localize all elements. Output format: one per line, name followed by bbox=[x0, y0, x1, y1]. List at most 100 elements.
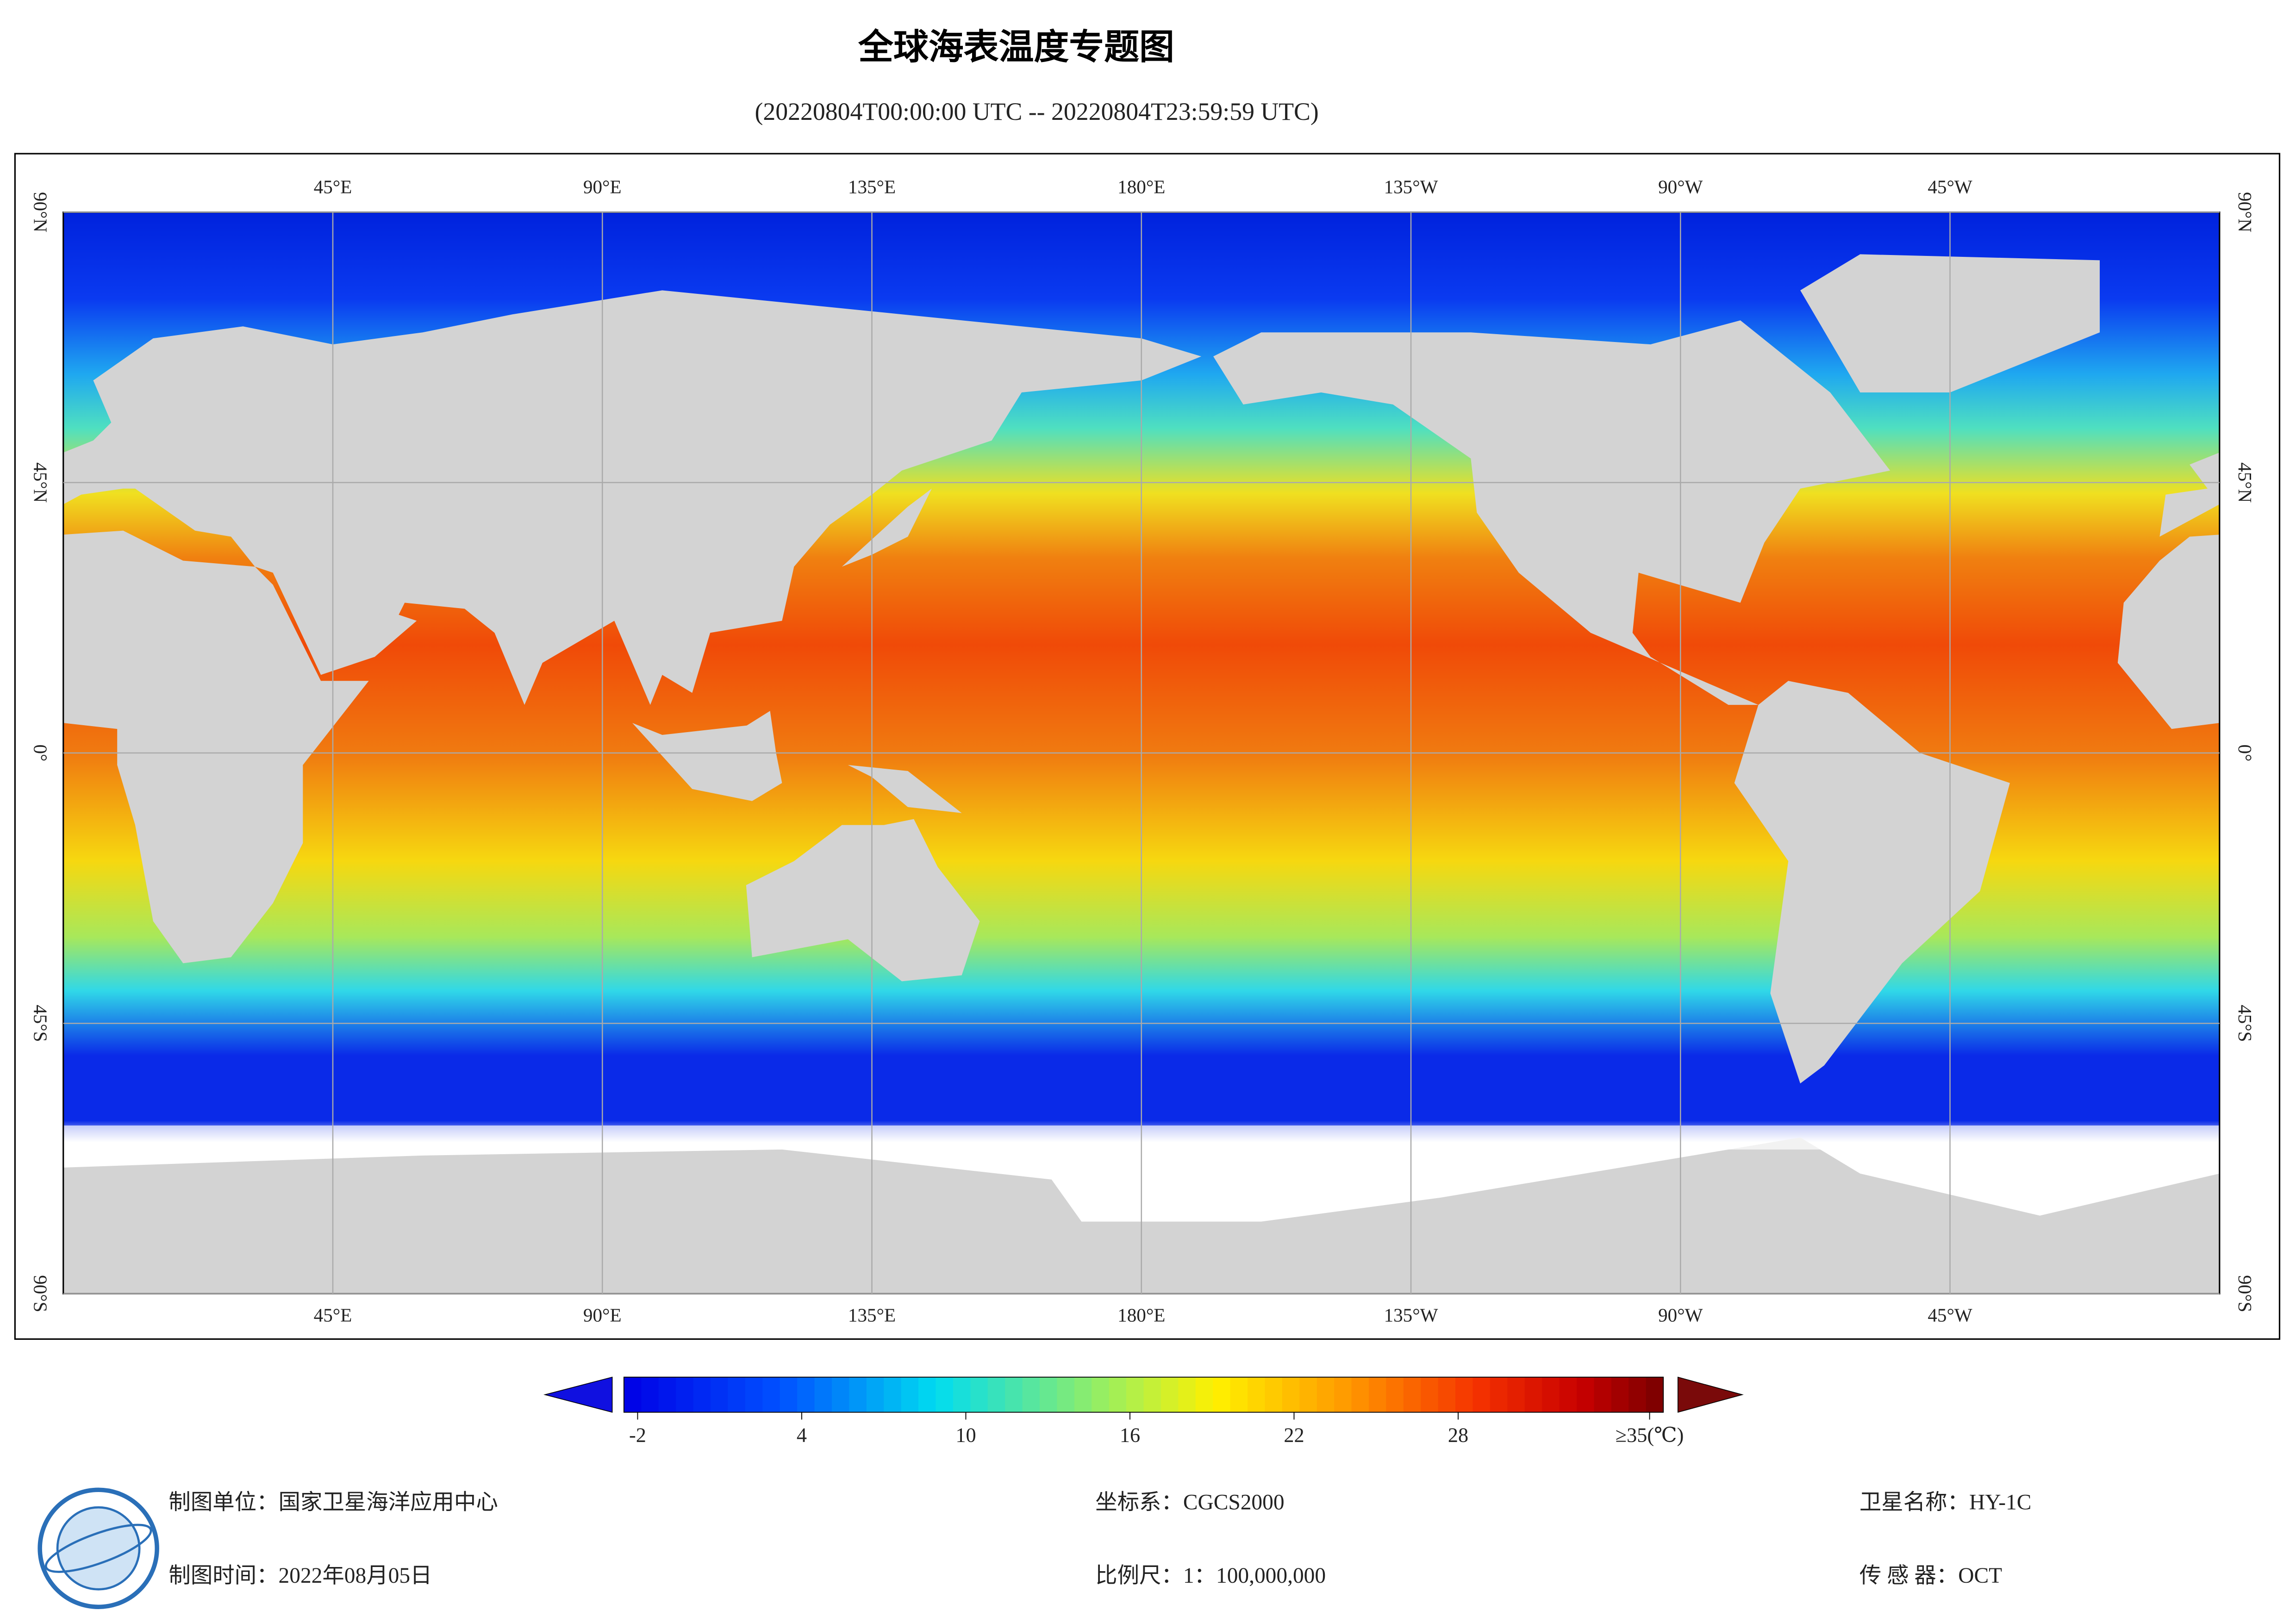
colorbar-cell bbox=[884, 1377, 902, 1412]
colorbar-cell bbox=[1594, 1377, 1612, 1412]
colorbar-cell bbox=[1057, 1377, 1075, 1412]
lat-label-right: 45°N bbox=[2234, 462, 2256, 503]
logo bbox=[37, 1487, 159, 1609]
land bbox=[2117, 535, 2220, 729]
colorbar-cell bbox=[1282, 1377, 1300, 1412]
colorbar-cell bbox=[1092, 1377, 1110, 1412]
colorbar-cell bbox=[1577, 1377, 1595, 1412]
colorbar-label: -2 bbox=[629, 1424, 646, 1447]
lat-label-left: 90°S bbox=[30, 1275, 51, 1312]
colorbar-cell bbox=[953, 1377, 971, 1412]
lon-label-top: 45°W bbox=[1928, 176, 1972, 197]
lon-label-bottom: 90°W bbox=[1658, 1305, 1703, 1326]
colorbar: -2 4 10 16 22 28 ≥35(℃) bbox=[543, 1376, 1744, 1447]
colorbar-label: 4 bbox=[797, 1424, 807, 1447]
colorbar-cell bbox=[1368, 1377, 1387, 1412]
colorbar-cell bbox=[1386, 1377, 1404, 1412]
footer-date: 制图时间：2022年08月05日 bbox=[168, 1564, 432, 1588]
colorbar-cell bbox=[1230, 1377, 1248, 1412]
colorbar-cell bbox=[1160, 1377, 1179, 1412]
lat-label-right: 0° bbox=[2234, 745, 2256, 762]
logo-orbit bbox=[44, 1524, 152, 1573]
colorbar-cell bbox=[1299, 1377, 1317, 1412]
lat-label-right: 90°S bbox=[2234, 1275, 2256, 1312]
footer-unit: 制图单位：国家卫星海洋应用中心 bbox=[168, 1491, 498, 1515]
colorbar-cell bbox=[1611, 1377, 1629, 1412]
colorbar-cell bbox=[1109, 1377, 1127, 1412]
colorbar-cell bbox=[1421, 1377, 1439, 1412]
colorbar-cell bbox=[1265, 1377, 1283, 1412]
footer-scale: 比例尺：1：100,000,000 bbox=[1095, 1564, 1326, 1588]
land bbox=[848, 765, 962, 813]
lon-label-bottom: 45°W bbox=[1928, 1305, 1972, 1326]
land bbox=[722, 711, 776, 777]
colorbar-cell bbox=[1559, 1377, 1577, 1412]
colorbar-cell bbox=[849, 1377, 867, 1412]
lon-label-top: 135°E bbox=[848, 176, 896, 197]
subtitle: (20220804T00:00:00 UTC -- 20220804T23:59… bbox=[755, 98, 1319, 125]
lon-label-bottom: 135°E bbox=[848, 1305, 896, 1326]
colorbar-cell bbox=[728, 1377, 746, 1412]
colorbar-cell bbox=[797, 1377, 815, 1412]
colorbar-cell bbox=[901, 1377, 919, 1412]
map-frame bbox=[14, 153, 2281, 1340]
colorbar-cell bbox=[918, 1377, 936, 1412]
colorbar-cell bbox=[1074, 1377, 1092, 1412]
colorbar-cell bbox=[624, 1377, 642, 1412]
colorbar-high-arrow bbox=[1677, 1376, 1744, 1413]
colorbar-cell bbox=[780, 1377, 798, 1412]
lat-label-right: 45°S bbox=[2234, 1005, 2256, 1042]
colorbar-cell bbox=[1438, 1377, 1456, 1412]
colorbar-cell bbox=[1403, 1377, 1422, 1412]
lat-label-left: 45°N bbox=[30, 462, 51, 503]
colorbar-cell bbox=[1039, 1377, 1058, 1412]
lat-label-left: 0° bbox=[30, 745, 51, 762]
footer-satellite: 卫星名称：HY-1C bbox=[1859, 1491, 2031, 1515]
colorbar-cell bbox=[1178, 1377, 1196, 1412]
colorbar-cell bbox=[987, 1377, 1006, 1412]
colorbar-cell bbox=[1005, 1377, 1023, 1412]
land bbox=[2220, 1138, 2296, 1294]
colorbar-cell bbox=[831, 1377, 850, 1412]
colorbar-cell bbox=[1316, 1377, 1335, 1412]
lon-label-bottom: 90°E bbox=[583, 1305, 622, 1326]
colorbar-label: 28 bbox=[1448, 1424, 1468, 1447]
land bbox=[842, 488, 932, 567]
land bbox=[63, 290, 1202, 705]
colorbar-cell bbox=[1524, 1377, 1543, 1412]
lon-label-bottom: 45°E bbox=[314, 1305, 352, 1326]
lon-label-bottom: 180°E bbox=[1117, 1305, 1165, 1326]
colorbar-label: ≥35(℃) bbox=[1616, 1424, 1684, 1447]
lat-label-right: 90°N bbox=[2234, 192, 2256, 232]
colorbar-cell bbox=[866, 1377, 885, 1412]
colorbar-cell bbox=[676, 1377, 694, 1412]
lat-label-left: 45°S bbox=[30, 1005, 51, 1042]
colorbar-cell bbox=[710, 1377, 729, 1412]
logo-globe bbox=[56, 1506, 141, 1591]
title: 全球海表温度专题图 bbox=[858, 28, 1174, 67]
colorbar-cell bbox=[745, 1377, 763, 1412]
colorbar-cell bbox=[1455, 1377, 1473, 1412]
colorbar-cell bbox=[814, 1377, 832, 1412]
land bbox=[63, 530, 369, 964]
colorbar-cell bbox=[762, 1377, 780, 1412]
colorbar-outline bbox=[623, 1376, 1664, 1413]
colorbar-low-arrow bbox=[543, 1376, 613, 1413]
colorbar-label: 16 bbox=[1120, 1424, 1140, 1447]
lon-label-top: 90°E bbox=[583, 176, 622, 197]
colorbar-cell bbox=[1490, 1377, 1508, 1412]
colorbar-cell bbox=[1507, 1377, 1525, 1412]
colorbar-cell bbox=[1143, 1377, 1161, 1412]
colorbar-cell bbox=[1195, 1377, 1214, 1412]
lon-label-top: 90°W bbox=[1658, 176, 1703, 197]
lon-label-top: 45°E bbox=[314, 176, 352, 197]
colorbar-cell bbox=[1334, 1377, 1352, 1412]
colorbar-cell bbox=[1646, 1377, 1664, 1412]
colorbar-cell bbox=[1628, 1377, 1647, 1412]
colorbar-cell bbox=[693, 1377, 711, 1412]
footer-sensor: 传 感 器：OCT bbox=[1859, 1564, 2002, 1588]
lon-label-bottom: 135°W bbox=[1384, 1305, 1438, 1326]
colorbar-label: 22 bbox=[1284, 1424, 1304, 1447]
colorbar-cell bbox=[1213, 1377, 1231, 1412]
